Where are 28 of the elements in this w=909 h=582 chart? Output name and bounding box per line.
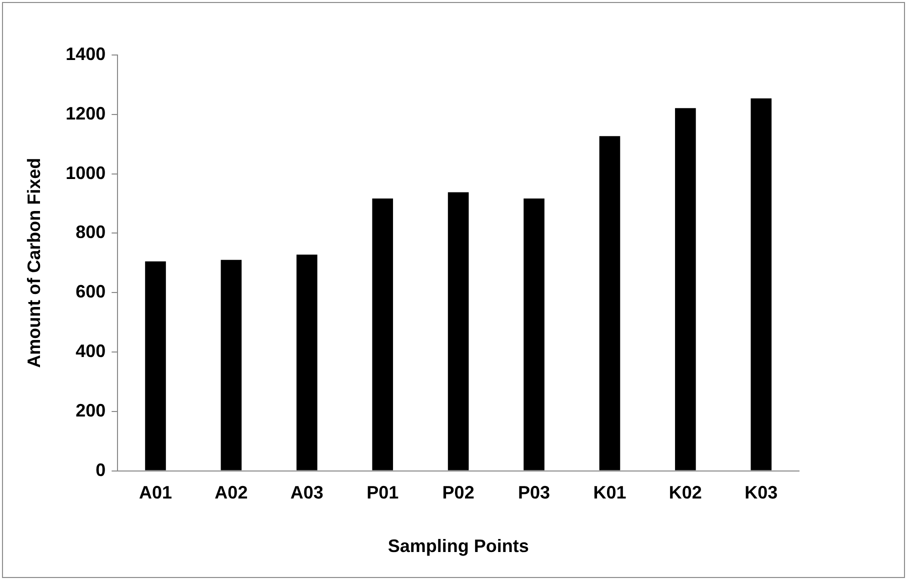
y-axis-title: Amount of Carbon Fixed [24, 158, 44, 368]
x-axis-title: Sampling Points [388, 536, 529, 556]
x-tick-label: K03 [744, 482, 778, 503]
x-tick-label: A01 [138, 482, 172, 503]
y-tick-label: 1400 [66, 44, 106, 64]
x-tick-label: P02 [442, 482, 474, 503]
x-tick-label: K01 [593, 482, 626, 503]
y-tick-label: 0 [96, 460, 106, 480]
y-tick-label: 1000 [66, 162, 106, 183]
bar [296, 254, 318, 470]
bar [675, 108, 696, 470]
bar [524, 198, 544, 470]
y-tick-label: 200 [76, 400, 106, 420]
x-tick-label: K02 [668, 482, 702, 503]
y-tick-label: 600 [76, 282, 106, 302]
bar [145, 261, 166, 470]
x-tick-label: A02 [214, 482, 248, 503]
bar [448, 192, 469, 470]
y-tick-label: 800 [76, 222, 106, 242]
bar [750, 98, 772, 470]
x-tick-label: P03 [518, 482, 550, 503]
bar [372, 198, 394, 470]
x-tick-label: P01 [366, 482, 399, 503]
x-tick-label: A03 [290, 482, 324, 503]
y-tick-label: 400 [76, 340, 106, 361]
bar [599, 136, 620, 470]
bar [220, 260, 242, 470]
y-tick-label: 1200 [66, 103, 106, 124]
